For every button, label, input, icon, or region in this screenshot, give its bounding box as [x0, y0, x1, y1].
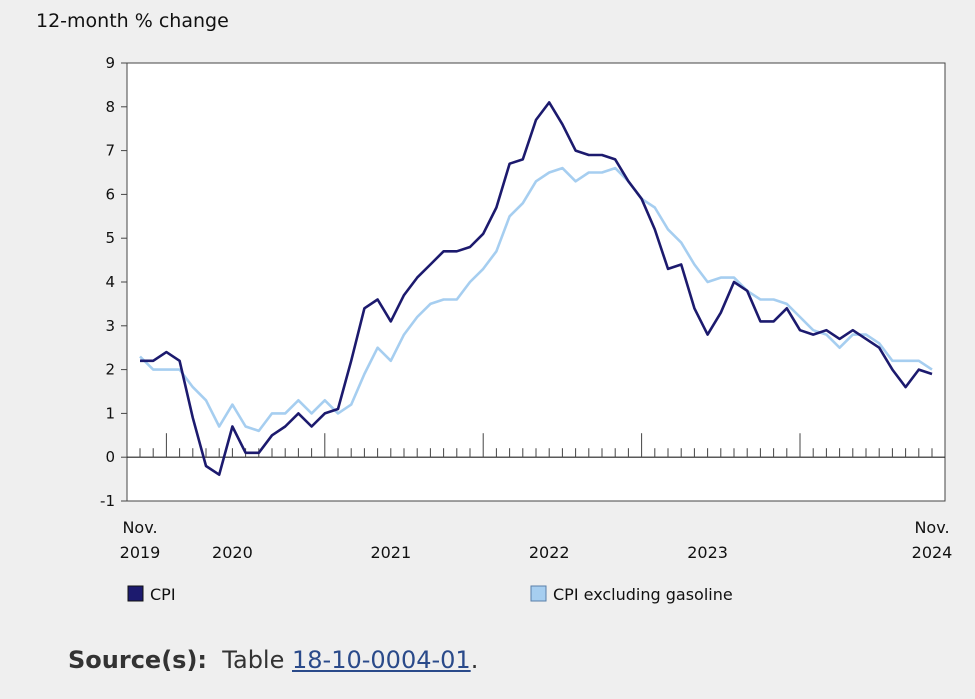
legend: CPI CPI excluding gasoline — [127, 585, 733, 604]
y-axis-label: 12-month % change — [36, 10, 229, 32]
series-line-0 — [140, 101, 933, 477]
x-axis — [139, 433, 933, 458]
y-tick-label: 7 — [105, 142, 115, 160]
line-chart: 12-month % change -1 0 1 2 3 4 5 6 7 8 9 Nov. 2019 2… — [36, 10, 953, 604]
x-label-year: 2022 — [529, 543, 570, 562]
legend-swatch-0 — [127, 585, 144, 602]
x-label-year: 2019 — [120, 543, 161, 562]
source-prefix: Table — [222, 646, 285, 674]
series-lines — [139, 101, 933, 477]
y-tick-label: 6 — [105, 185, 115, 203]
legend-label-0: CPI — [150, 585, 176, 604]
y-tick-label: 5 — [105, 229, 115, 247]
y-tick-label: 4 — [105, 273, 115, 291]
y-tick-label: 3 — [105, 317, 115, 335]
source-suffix: . — [470, 646, 479, 674]
y-tick-label: 1 — [105, 404, 115, 422]
legend-label-1: CPI excluding gasoline — [553, 585, 733, 604]
x-label-year: 2021 — [370, 543, 411, 562]
y-tick-label: -1 — [100, 492, 115, 510]
y-tick-label: 0 — [105, 448, 115, 466]
y-tick-label: 2 — [105, 361, 115, 379]
legend-swatch-1 — [530, 585, 547, 602]
x-axis-labels: Nov. 2019 2020 2021 2022 2023 Nov. 2024 — [120, 518, 953, 562]
source-label: Source(s): — [68, 646, 208, 674]
x-label-year: 2024 — [912, 543, 953, 562]
x-label-line1: Nov. — [122, 518, 157, 537]
x-label-line1: Nov. — [914, 518, 949, 537]
y-tick-label: 9 — [105, 54, 115, 72]
plot-area — [126, 62, 946, 502]
x-label-year: 2020 — [212, 543, 253, 562]
source-table-link[interactable]: 18-10-0004-01 — [292, 646, 471, 674]
source-note: Source(s): Table 18-10-0004-01. — [68, 646, 478, 674]
y-tick-label: 8 — [105, 98, 115, 116]
x-label-year: 2023 — [687, 543, 728, 562]
series-line-1 — [139, 166, 933, 433]
